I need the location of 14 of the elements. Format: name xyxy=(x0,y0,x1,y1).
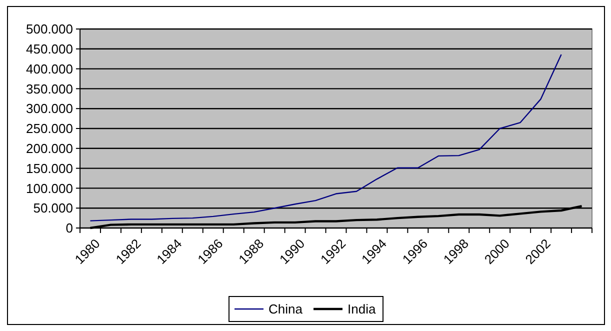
y-tick-label: 250.000 xyxy=(26,121,73,136)
y-tick-label: 100.000 xyxy=(26,180,73,196)
y-tick-label: 200.000 xyxy=(26,140,73,156)
line-series xyxy=(90,54,562,222)
y-tick-label: 50.000 xyxy=(33,200,73,216)
legend-label: India xyxy=(348,302,376,317)
y-tick-label: 500.000 xyxy=(26,22,73,37)
y-tick-label: 450.000 xyxy=(26,41,73,56)
y-tick-label: 350.000 xyxy=(26,81,73,96)
y-tick-label: 150.000 xyxy=(26,160,73,176)
y-tick-label: 0 xyxy=(66,220,73,236)
y-tick-label: 300.000 xyxy=(26,101,73,116)
y-tick-label: 400.000 xyxy=(26,61,73,76)
legend-label: China xyxy=(268,302,304,317)
